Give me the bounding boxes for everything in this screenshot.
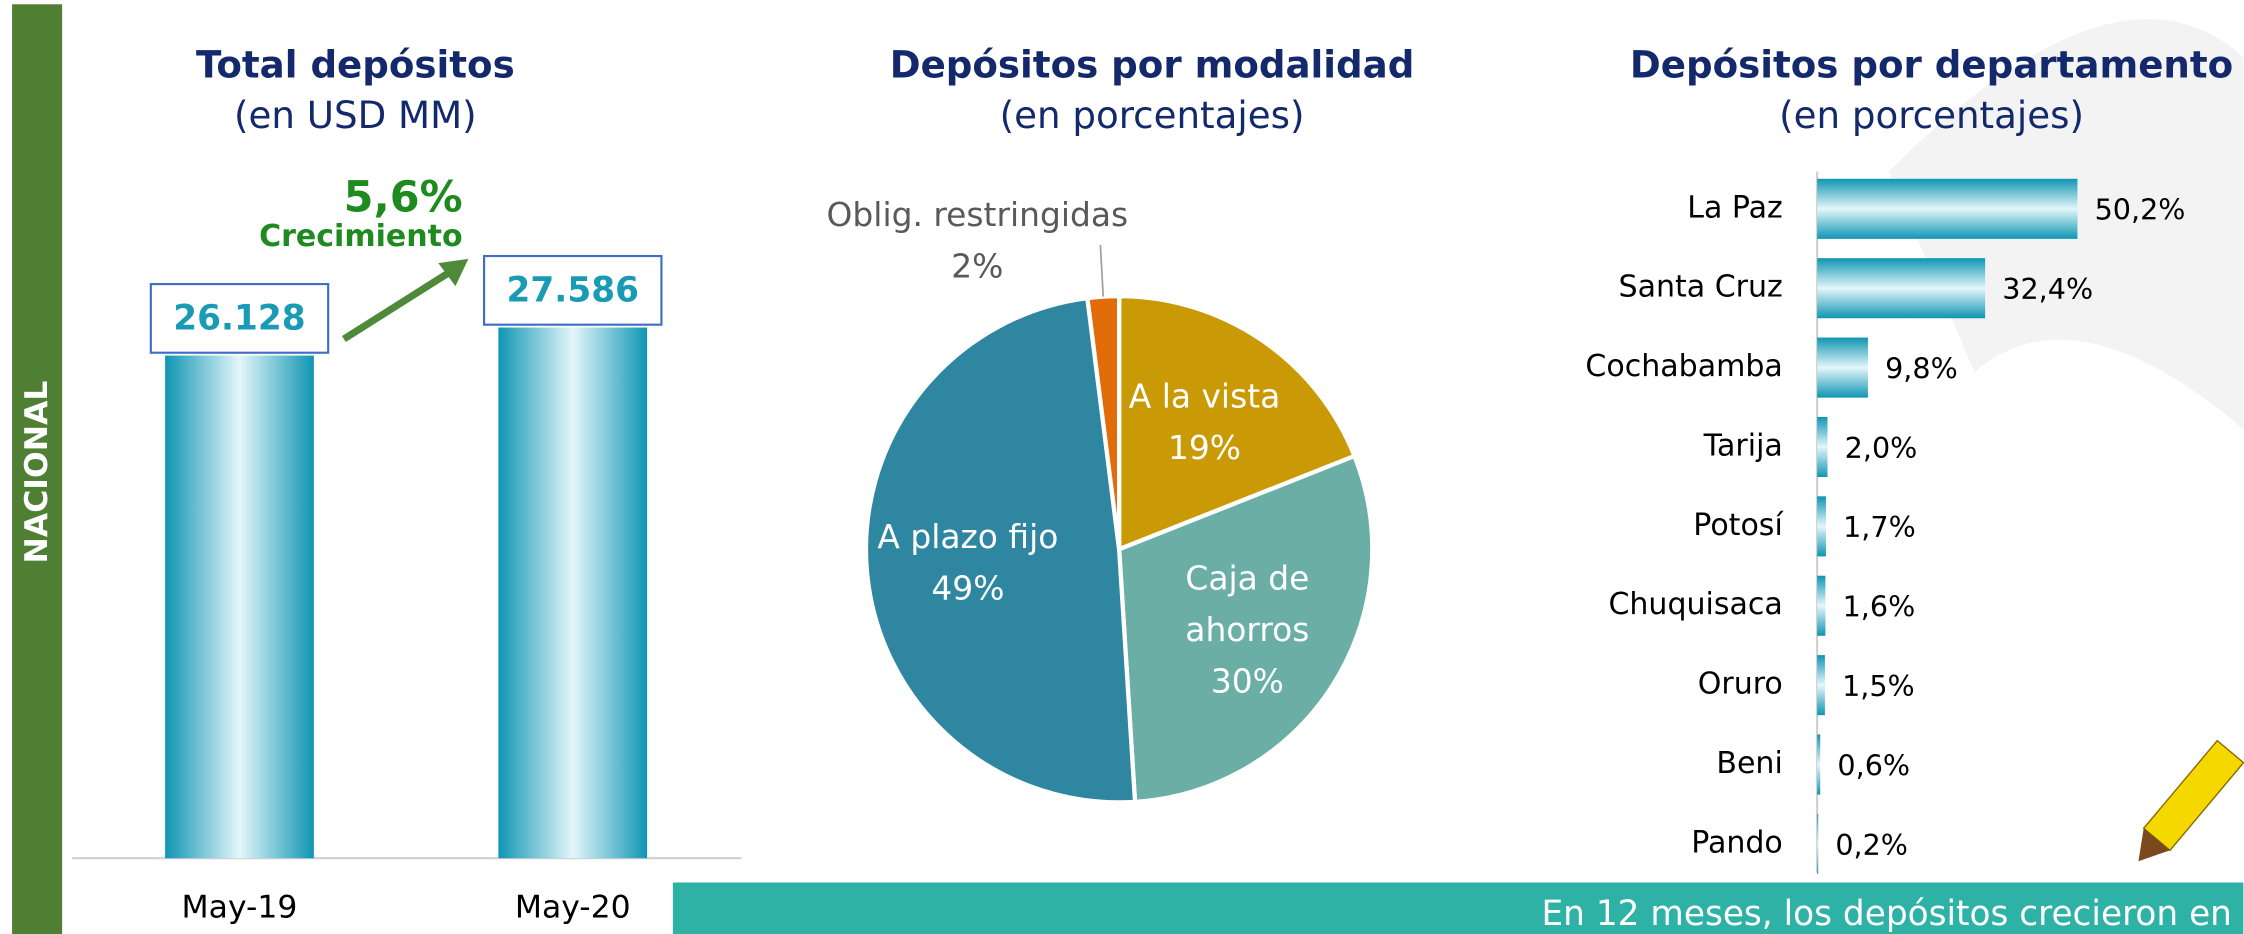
pie-category: Caja de ahorros — [1185, 560, 1310, 650]
y-tick-label: Beni — [1716, 746, 1782, 781]
y-tick-label: Potosí — [1693, 508, 1784, 543]
bar — [1817, 337, 1868, 398]
bar — [1817, 655, 1825, 716]
pie-label-box: Caja de ahorros 30% — [1147, 545, 1347, 717]
chart-title: Depósitos por modalidad — [890, 43, 1415, 87]
pie-value-label: 19% — [1167, 430, 1242, 468]
pie-value-label: 49% — [931, 570, 1005, 608]
banner — [672, 882, 2244, 934]
bar — [498, 327, 648, 859]
value-label: 50,2% — [2095, 193, 2186, 227]
value-label-box — [483, 254, 663, 326]
chart-subtitle: (en porcentajes) — [1779, 93, 2084, 137]
value-label: 0,2% — [1835, 828, 1908, 862]
y-tick-label: La Paz — [1687, 190, 1783, 225]
value-label: 1,6% — [1843, 590, 1916, 624]
growth-arrow-head — [438, 258, 469, 287]
y-tick-label: Chuquisaca — [1608, 587, 1782, 622]
pie-category: A la vista — [1128, 379, 1281, 417]
bar — [1817, 178, 2078, 239]
pie-value-label: 2% — [951, 249, 1004, 287]
pie-label: A la vista 19% — [1104, 338, 1304, 510]
side-bar — [12, 4, 63, 934]
pie-category: Oblig. restringidas — [826, 197, 1129, 236]
bar — [1817, 258, 1986, 319]
pie-label-box: A plazo fijo 49% — [868, 478, 1068, 650]
x-tick-label: May-19 — [182, 889, 298, 925]
bar — [1817, 416, 1828, 478]
annotation: 5,6% — [344, 173, 463, 223]
chart-title: Total depósitos — [196, 43, 515, 87]
chart-subtitle: (en USD MM) — [234, 93, 477, 137]
y-tick-label: Santa Cruz — [1619, 270, 1783, 305]
value-label-box — [149, 283, 330, 354]
value-label: 27.586 — [507, 270, 639, 310]
pie-label: Oblig. restringidas 2% — [806, 156, 1149, 328]
bar — [1817, 575, 1826, 636]
pie-slice — [1085, 293, 1122, 550]
value-label: 9,8% — [1885, 351, 1958, 385]
value-label: 32,4% — [2002, 272, 2093, 306]
chart-title: Depósitos por departamento — [1630, 43, 2233, 87]
value-label: 1,7% — [1843, 510, 1916, 544]
pie-label-box: A la vista 19% — [1104, 338, 1304, 510]
chart-subtitle: (en porcentajes) — [1000, 93, 1305, 137]
pie-slice — [1116, 453, 1375, 805]
banner-text: En 12 meses, los depósitos crecieron en — [1542, 894, 2232, 934]
growth-arrow — [341, 267, 455, 343]
pie-category: A plazo fijo — [877, 519, 1059, 557]
value-label: 26.128 — [173, 298, 305, 338]
y-tick-label: Cochabamba — [1585, 349, 1782, 384]
value-label: 1,5% — [1842, 669, 1915, 703]
pencil-icon — [2138, 739, 2244, 862]
side-label: NACIONAL — [19, 381, 55, 564]
pie-value-label: 30% — [1210, 663, 1284, 701]
bar — [165, 355, 314, 859]
pie-label-box: Oblig. restringidas 2% — [806, 156, 1149, 328]
y-tick-label: Tarija — [1703, 428, 1783, 463]
x-tick-label: May-20 — [515, 889, 631, 925]
pie-slice — [863, 295, 1138, 805]
y-tick-label: Pando — [1691, 825, 1783, 860]
pie-label: A plazo fijo 49% — [868, 478, 1068, 650]
bar — [1817, 734, 1821, 795]
pie-slice — [1116, 293, 1358, 553]
bar — [1817, 496, 1826, 557]
annotation-label: Crecimiento — [259, 219, 463, 254]
bar — [1817, 813, 1819, 874]
pie-label: Caja de ahorros 30% — [1147, 545, 1347, 717]
value-label: 0,6% — [1837, 748, 1910, 782]
leader-line — [1099, 245, 1105, 297]
value-label: 2,0% — [1845, 431, 1918, 465]
y-tick-label: Oruro — [1698, 667, 1783, 702]
